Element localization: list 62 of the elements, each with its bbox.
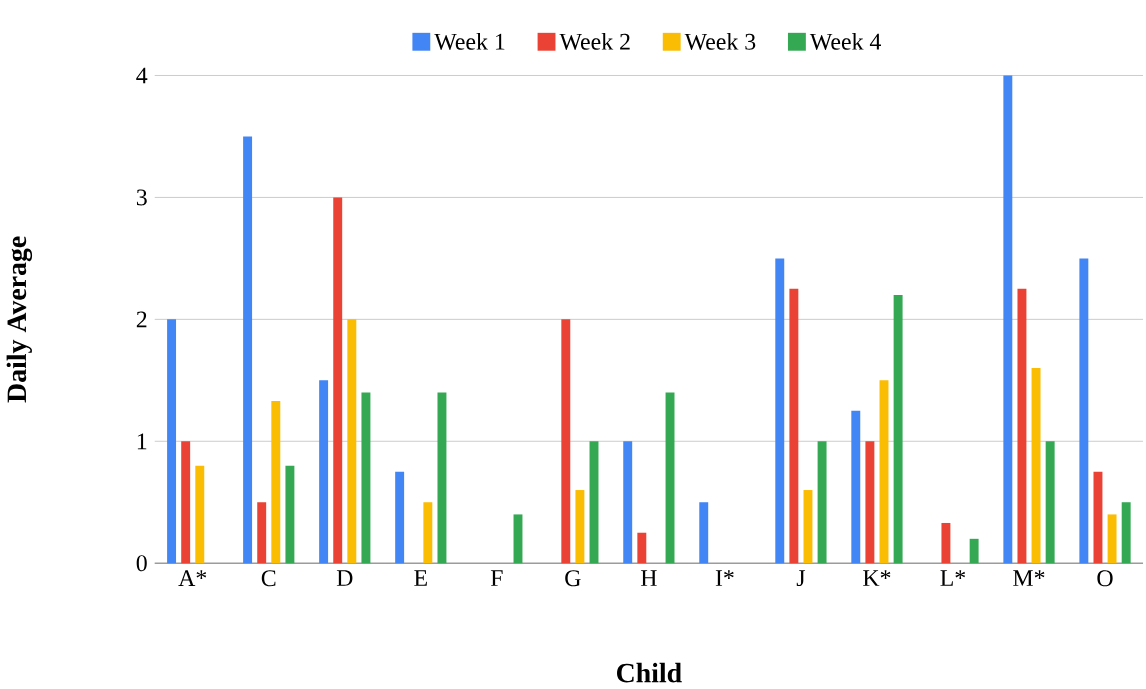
x-tick-label: I*	[715, 570, 734, 586]
bar	[589, 441, 599, 564]
bar	[257, 502, 267, 564]
y-tick-label: 3	[136, 189, 147, 206]
x-tick-label: C	[261, 570, 276, 587]
bar	[879, 380, 889, 564]
bar	[817, 441, 827, 564]
bar	[333, 197, 343, 564]
bar	[1107, 514, 1117, 564]
x-tick-label: G	[565, 570, 581, 587]
y-axis-title: Daily Average	[6, 236, 33, 403]
x-tick-label: D	[336, 570, 353, 586]
bar	[181, 441, 191, 564]
x-tick-label: O	[1097, 570, 1113, 587]
x-tick-label: L*	[940, 570, 966, 586]
x-axis-title: Child	[617, 662, 682, 683]
bar	[361, 392, 371, 564]
bar	[637, 532, 647, 564]
bar	[865, 441, 875, 564]
y-tick-label: 4	[136, 67, 148, 84]
bar	[437, 392, 447, 564]
legend-label: Week 3	[684, 32, 756, 50]
bar	[1079, 258, 1089, 564]
y-tick-label: 1	[137, 433, 147, 450]
bar	[319, 380, 329, 564]
bar	[575, 490, 585, 564]
bar	[1031, 368, 1041, 564]
x-tick-label: M*	[1013, 570, 1045, 586]
bar	[1017, 288, 1027, 564]
bar	[167, 319, 177, 564]
x-tick-label: F	[490, 570, 503, 586]
bar	[395, 471, 405, 564]
bar	[1003, 75, 1013, 564]
bar	[851, 410, 861, 564]
bar	[893, 294, 903, 564]
bar	[243, 136, 253, 564]
legend-label: Week 1	[434, 32, 505, 50]
bar	[789, 288, 799, 564]
x-tick-label: A*	[178, 570, 207, 586]
bar	[285, 465, 295, 564]
legend-label: Week 2	[559, 32, 630, 50]
bar	[941, 522, 951, 564]
bar	[195, 465, 205, 564]
bar	[347, 319, 357, 564]
bar	[623, 441, 633, 564]
bar	[775, 258, 785, 564]
bar	[513, 514, 523, 564]
bar	[1045, 441, 1055, 564]
x-tick-label: E	[414, 570, 427, 586]
y-tick-label: 2	[136, 311, 147, 328]
x-tick-label: K*	[863, 570, 891, 586]
y-tick-label: 0	[136, 555, 147, 572]
bar	[1121, 502, 1131, 564]
bar	[969, 538, 979, 564]
bar	[423, 502, 433, 564]
x-tick-label: H	[640, 570, 657, 586]
bar	[271, 401, 281, 564]
bar	[699, 502, 709, 564]
legend-label: Week 4	[809, 32, 881, 50]
bar	[1093, 471, 1103, 564]
x-tick-label: J	[796, 570, 806, 587]
bar	[561, 319, 571, 564]
